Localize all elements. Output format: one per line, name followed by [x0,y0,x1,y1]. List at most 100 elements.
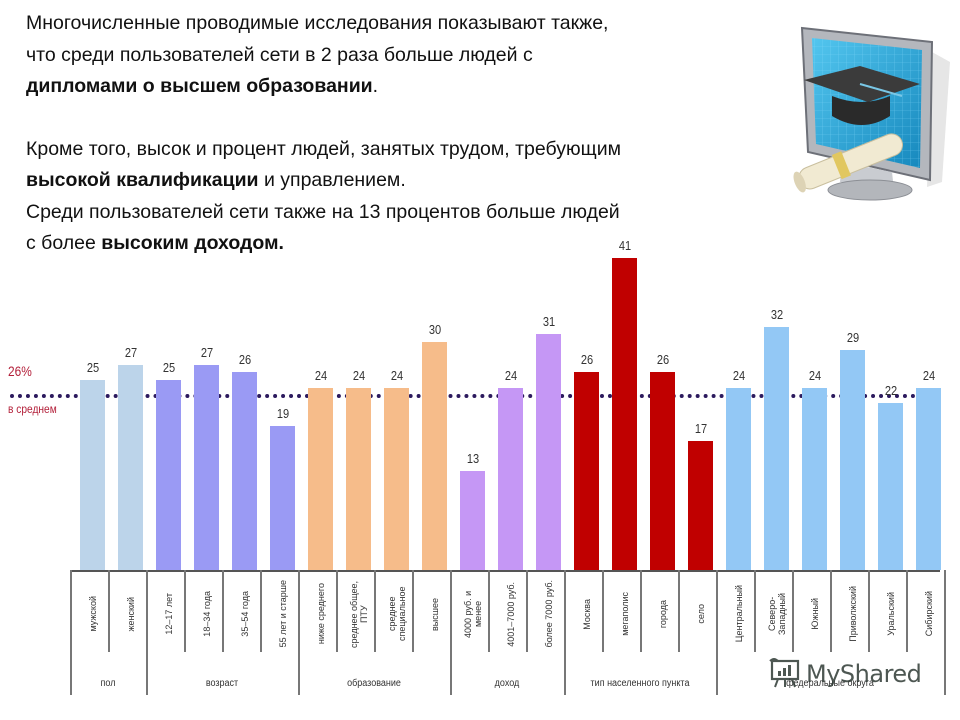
text-line: и управлением. [258,169,406,191]
bar-value-label: 22 [884,382,897,398]
slide-text: Многочисленные проводимые исследования п… [26,8,786,260]
bar-value-label: 24 [352,367,365,383]
presentation-board-icon [768,655,802,693]
axis-divider [336,570,338,652]
paragraph-1: Многочисленные проводимые исследования п… [26,8,786,103]
axis-divider [222,570,224,652]
category-label: 55 лет и старше [277,580,288,648]
category-label: Москва [581,598,592,630]
category-label: города [657,599,668,629]
axis-divider [374,570,376,652]
bar [726,387,751,570]
category-label: мужской [87,596,98,632]
category-label: ниже среднего [315,583,326,645]
watermark-text: MyShared [806,660,922,688]
axis-divider [526,570,528,652]
category-label: мегаполис [619,592,630,636]
bar-value-label: 24 [504,367,517,383]
bar-value-label: 27 [124,344,137,360]
bar [650,372,675,570]
text-line: Среди пользователей сети также на 13 про… [26,200,620,223]
category-label: 4000 руб. и менее [462,590,483,638]
category-label: Южный [809,598,820,630]
bar [916,387,941,570]
axis-divider [944,570,946,695]
axis-divider [640,570,642,652]
axis-divider [260,570,262,652]
text-line: . [372,75,379,97]
bar-value-label: 19 [276,405,289,421]
bar [574,372,599,570]
category-label: 4001–7000 руб. [505,581,516,647]
bar-value-label: 32 [770,306,783,322]
text-line: Многочисленные проводимые исследования п… [26,12,609,34]
monitor-graduation-cap-icon [782,22,952,202]
bar-value-label: 13 [466,451,479,467]
average-caption: в среднем [8,402,57,416]
bar-value-label: 31 [542,314,555,330]
bar [840,349,865,570]
axis-divider [450,570,452,695]
category-label: 35–54 года [239,591,250,637]
text-line: с более [26,232,102,254]
bar [878,402,903,570]
axis-divider [602,570,604,652]
average-value-label: 26% [8,363,32,379]
bar [422,342,447,570]
bar-value-label: 24 [808,367,821,383]
category-label: среднее специальное [386,586,407,642]
bar-value-label: 26 [656,352,669,368]
bar-value-label: 24 [390,367,403,383]
group-label: федеральные округа [786,678,874,689]
group-label: возраст [205,678,239,689]
average-reference-line [10,394,940,398]
axis-divider [678,570,680,652]
axis-divider [754,570,756,652]
group-label: тип населенного пункта [590,678,690,689]
text-line: Кроме того, высок и процент людей, занят… [26,137,621,160]
axis-divider [564,570,566,695]
bar [156,380,181,570]
axis-divider [792,570,794,652]
bar [80,380,105,570]
text-line: что среди пользователей сети в 2 раза бо… [26,43,533,66]
axis-divider [298,570,300,695]
group-label: доход [494,678,520,689]
category-label: более 7000 руб. [543,580,554,648]
category-label: село [695,604,706,624]
bar-value-label: 25 [162,360,175,375]
bar-value-label: 25 [86,360,99,375]
category-label: Северо-Западный [766,592,787,636]
bar [384,387,409,570]
bar-value-label: 26 [238,352,251,368]
category-label: Приволжский [847,586,858,642]
bar [764,326,789,570]
bar-value-label: 24 [922,367,935,383]
bar-value-label: 26 [580,352,593,368]
axis-divider [412,570,414,652]
category-label: женский [125,596,136,632]
category-label: 18–34 года [201,591,212,637]
category-label: 12–17 лет [163,593,174,635]
bar [688,440,713,570]
bar [346,387,371,570]
bold-text: высоким доходом. [101,232,284,254]
bar-value-label: 30 [428,322,441,337]
axis-divider [488,570,490,652]
bar [232,372,257,570]
axis-divider [868,570,870,652]
bold-text: высокой квалификации [26,169,259,191]
bold-text: дипломами о высшем образовании [26,75,373,97]
bar-value-label: 27 [200,344,213,360]
category-label: Уральский [885,592,896,636]
bar [460,471,485,570]
bar [118,364,143,570]
axis-divider [108,570,110,652]
bar [194,364,219,570]
bar-value-label: 29 [846,329,859,345]
category-label: среднее общее, ПТУ [348,580,369,648]
bar [308,387,333,570]
watermark: MyShared [768,655,922,693]
bar [612,258,637,570]
